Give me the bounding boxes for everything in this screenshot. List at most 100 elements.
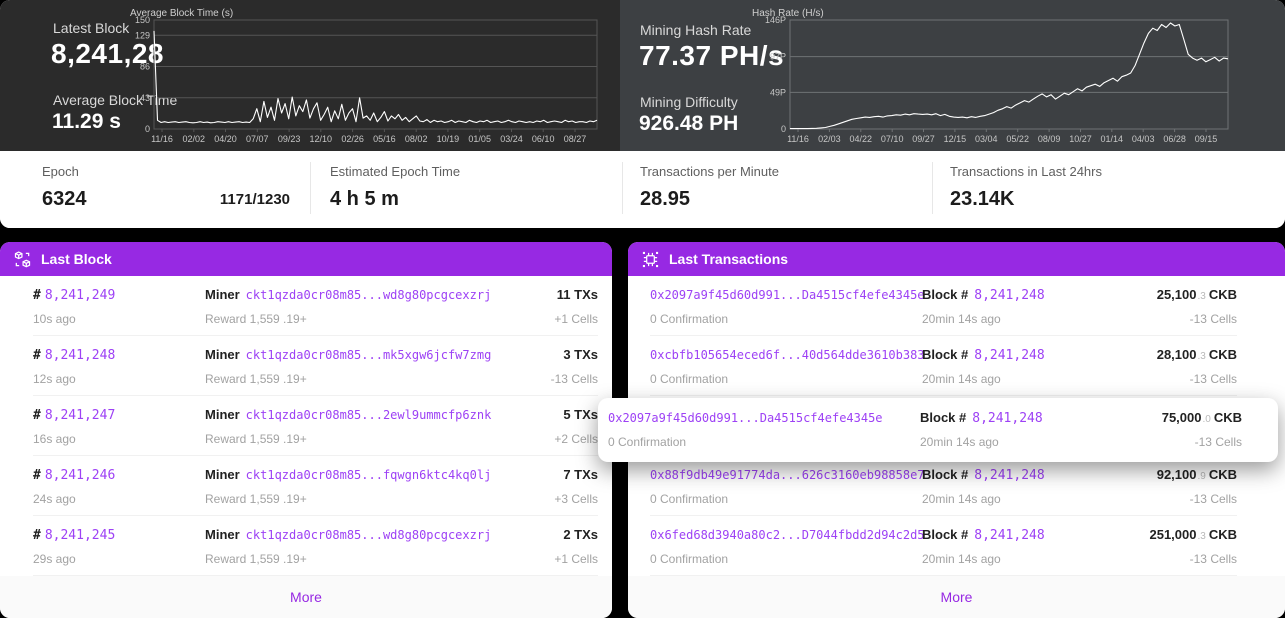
last-block-title: Last Block (41, 251, 112, 267)
block-number-link[interactable]: 8,241,245 (44, 528, 116, 543)
block-number-link[interactable]: 8,241,248 (44, 348, 116, 363)
block-number-link[interactable]: 8,241,248 (974, 348, 1045, 363)
miner-label: Miner (205, 467, 240, 482)
mining-difficulty-value: 926.48 PH (639, 112, 739, 135)
hash-rate-chart: 146P 97P 49P 011/16 02/03 04/22 07/10 09/27 12/1… (765, 15, 1229, 144)
last-block-panel: Last Block #8,241,249 Miner ckt1qzda0cr08… (0, 242, 612, 618)
svg-text:43: 43 (140, 93, 150, 103)
hash-sign: # (33, 528, 41, 543)
tx-count: 7 TXs (563, 467, 598, 482)
last-block-more-button[interactable]: More (290, 589, 322, 605)
tx-hash-link[interactable]: 0x2097a9f45d60d991...Da4515cf4efe4345e (608, 411, 883, 425)
mining-difficulty-label: Mining Difficulty (640, 94, 738, 110)
tx-amount-decimal: .3 (1197, 351, 1206, 362)
block-age: 29s ago (33, 552, 76, 566)
svg-text:02/26: 02/26 (341, 134, 364, 144)
miner-label: Miner (205, 347, 240, 362)
transaction-row[interactable]: 0x6fed68d3940a80c2...D7044fbdd2d94c2d5 B… (650, 516, 1237, 576)
stats-divider (932, 162, 933, 214)
transactions-24h-value: 23.14K (950, 188, 1015, 210)
block-number-link[interactable]: 8,241,249 (44, 288, 116, 303)
block-label: Block # (922, 467, 969, 482)
tx-age: 20min 14s ago (922, 312, 1001, 326)
svg-text:09/27: 09/27 (912, 134, 935, 144)
transaction-row[interactable]: 0xcbfb105654eced6f...40d564dde3610b383 B… (650, 336, 1237, 396)
block-number-link[interactable]: 8,241,246 (44, 468, 116, 483)
tx-age: 20min 14s ago (920, 435, 999, 449)
svg-text:129: 129 (135, 30, 150, 40)
svg-text:49P: 49P (770, 87, 786, 97)
avg-block-time-value: 11.29 s (52, 110, 121, 133)
svg-text:01/05: 01/05 (468, 134, 491, 144)
miner-label: Miner (205, 407, 240, 422)
last-block-header: Last Block (0, 242, 612, 276)
cells-delta: +2 Cells (554, 432, 598, 446)
block-label: Block # (922, 527, 969, 542)
epoch-progress: 1171/1230 (219, 191, 290, 208)
stats-divider (310, 162, 311, 214)
tx-hash-link[interactable]: 0x88f9db49e91774da...626c3160eb98858e7 (650, 468, 925, 482)
block-age: 10s ago (33, 312, 76, 326)
block-row[interactable]: #8,241,248 Miner ckt1qzda0cr08m85...mk5xg… (33, 336, 598, 396)
tx-count: 2 TXs (563, 527, 598, 542)
tx-amount-decimal: .3 (1197, 291, 1206, 302)
last-block-rows: #8,241,249 Miner ckt1qzda0cr08m85...wd8g8… (0, 276, 612, 576)
svg-text:97P: 97P (770, 52, 786, 62)
block-number-link[interactable]: 8,241,248 (972, 411, 1043, 426)
tx-age: 20min 14s ago (922, 372, 1001, 386)
miner-address-link[interactable]: ckt1qzda0cr08m85...2ewl9ummcfp6znk (245, 408, 492, 422)
cells-delta: -13 Cells (550, 372, 598, 386)
hash-sign: # (33, 408, 41, 423)
cells-delta: +3 Cells (554, 492, 598, 506)
tx-amount-decimal: .3 (1197, 531, 1206, 542)
cells-delta: -13 Cells (1189, 372, 1237, 386)
tx-amount-decimal: .0 (1202, 414, 1211, 425)
tx-confirmation: 0 Confirmation (650, 552, 729, 566)
block-number-link[interactable]: 8,241,248 (974, 288, 1045, 303)
tx-confirmation: 0 Confirmation (608, 435, 687, 449)
miner-address-link[interactable]: ckt1qzda0cr08m85...fqwgn6ktc4kq0lj (245, 468, 492, 482)
block-row[interactable]: #8,241,247 Miner ckt1qzda0cr08m85...2ewl9… (33, 396, 598, 456)
transaction-row[interactable]: 0x2097a9f45d60d991...Da4515cf4efe4345e B… (650, 276, 1237, 336)
tx-age: 20min 14s ago (922, 492, 1001, 506)
last-transactions-more-button[interactable]: More (940, 589, 973, 605)
svg-text:03/24: 03/24 (500, 134, 523, 144)
tx-hash-link[interactable]: 0xcbfb105654eced6f...40d564dde3610b383 (650, 348, 925, 362)
last-transactions-header: Last Transactions (628, 242, 1285, 276)
svg-text:09/23: 09/23 (278, 134, 301, 144)
block-number-link[interactable]: 8,241,247 (44, 408, 116, 423)
block-age: 12s ago (33, 372, 76, 386)
svg-text:07/07: 07/07 (246, 134, 269, 144)
hash-rate-chart-title: Hash Rate (H/s) (752, 8, 824, 19)
svg-text:07/10: 07/10 (881, 134, 904, 144)
block-number-link[interactable]: 8,241,248 (974, 528, 1045, 543)
svg-text:04/03: 04/03 (1132, 134, 1155, 144)
svg-text:09/15: 09/15 (1195, 134, 1218, 144)
block-age: 24s ago (33, 492, 76, 506)
block-row[interactable]: #8,241,249 Miner ckt1qzda0cr08m85...wd8g8… (33, 276, 598, 336)
block-label: Block # (922, 287, 969, 302)
hovered-transaction-card[interactable]: 0x2097a9f45d60d991...Da4515cf4efe4345e B… (598, 398, 1278, 462)
block-row[interactable]: #8,241,246 Miner ckt1qzda0cr08m85...fqwgn… (33, 456, 598, 516)
svg-text:10/27: 10/27 (1069, 134, 1092, 144)
miner-address-link[interactable]: ckt1qzda0cr08m85...wd8g80pcgcexzrj (245, 528, 492, 542)
block-reward: Reward 1,559 .19+ (205, 312, 307, 326)
svg-text:03/04: 03/04 (975, 134, 998, 144)
svg-text:08/27: 08/27 (564, 134, 587, 144)
svg-text:86: 86 (140, 62, 150, 72)
stats-divider (622, 162, 623, 214)
block-row[interactable]: #8,241,245 Miner ckt1qzda0cr08m85...wd8g8… (33, 516, 598, 576)
tx-hash-link[interactable]: 0x6fed68d3940a80c2...D7044fbdd2d94c2d5 (650, 528, 925, 542)
tx-amount-unit: CKB (1208, 467, 1237, 482)
transaction-row[interactable]: 0x88f9db49e91774da...626c3160eb98858e7 B… (650, 456, 1237, 516)
tx-hash-link[interactable]: 0x2097a9f45d60d991...Da4515cf4efe4345e (650, 288, 925, 302)
tx-count: 5 TXs (563, 407, 598, 422)
svg-text:05/16: 05/16 (373, 134, 396, 144)
miner-address-link[interactable]: ckt1qzda0cr08m85...mk5xgw6jcfw7zmg (245, 348, 492, 362)
svg-text:01/14: 01/14 (1101, 134, 1124, 144)
block-number-link[interactable]: 8,241,248 (974, 468, 1045, 483)
miner-address-link[interactable]: ckt1qzda0cr08m85...wd8g80pcgcexzrj (245, 288, 492, 302)
block-time-chart-title: Average Block Time (s) (130, 8, 234, 19)
block-time-panel: Latest Block 8,241,28 Average Block Time… (0, 0, 620, 151)
